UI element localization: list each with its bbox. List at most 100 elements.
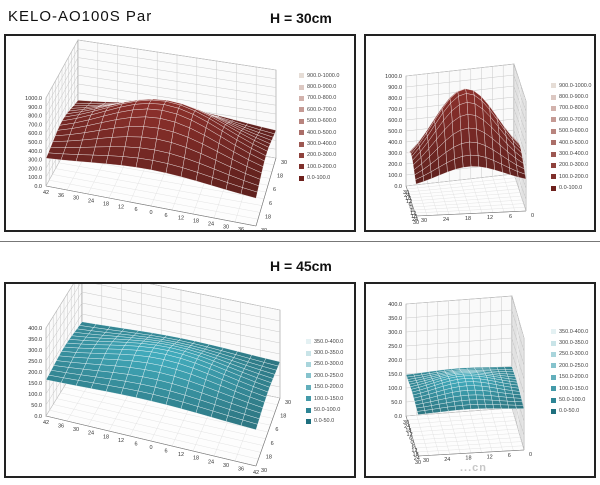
legend-entry: 150.0-200.0 [306,382,343,393]
floor-grid-line [414,207,525,214]
legend-swatch [551,374,556,380]
legend-swatch [306,339,311,345]
y-tick-label: 18 [266,454,272,460]
surface-cell [507,404,517,409]
floor-grid-line [63,386,269,433]
surface-cell [111,126,130,138]
chart-legend: 900.0-1000.0 800.0-900.0 700.0-800.0 600.0-… [551,80,591,194]
z-tick-label: 0.0 [394,184,402,190]
z-tick-label: 900.0 [388,85,402,91]
z-tick-label: 200.0 [388,162,402,168]
legend-entry: 100.0-150.0 [551,383,588,394]
legend-label: 600.0-700.0 [307,106,337,113]
surface-cell [461,141,471,157]
surface-cell [128,116,146,127]
x-tick-label: 12 [411,448,417,454]
y-tick-label: 6 [269,201,272,207]
legend-label: 0.0-100.0 [307,175,331,182]
x-tick-label: 30 [73,196,79,202]
grid-line [405,337,525,381]
chart-panel-45cm-narrow: 0.0 50.0 100.0 150.0 200.0 250.0 300.0 350.0 400… [364,282,596,478]
y-tick-label: 6 [271,441,274,447]
y-tick-label: 24 [444,457,450,463]
y-tick-label: 6 [273,187,276,193]
surface-cell [469,399,478,405]
y-axis [417,449,525,457]
legend-entry: 50.0-100.0 [306,404,343,415]
surface-cell [482,390,492,396]
legend-entry: 250.0-300.0 [306,359,343,370]
legend-label: 500.0-600.0 [559,128,589,135]
x-tick-label: 18 [193,456,199,462]
legend-label: 200.0-300.0 [559,162,589,169]
legend-label: 0.0-50.0 [559,408,580,415]
floor-grid-line [414,437,521,445]
legend-entry: 350.0-400.0 [306,336,343,347]
x-tick-label: 42 [43,190,49,196]
legend-label: 50.0-100.0 [559,397,586,404]
section-divider [0,241,600,242]
surface-cell [130,108,148,118]
z-tick-label: 200.0 [28,370,42,376]
z-tick-label: 800.0 [388,96,402,102]
floor-grid-line [503,175,516,212]
x-tick-label: 6 [412,444,415,450]
surface-cell [143,116,161,129]
surface-cell [484,399,494,405]
legend-label: 800.0-900.0 [559,94,589,101]
y-axis [255,397,281,467]
legend-entry: 400.0-500.0 [299,127,339,138]
section-title-30cm: H = 30cm [270,10,332,26]
legend-label: 800.0-900.0 [307,84,337,91]
surface-cell [124,136,143,149]
z-tick-label: 300.0 [28,158,42,164]
chart-legend: 350.0-400.0 300.0-350.0 250.0-300.0 200.0-2… [306,336,343,427]
surface-cell [468,394,478,401]
x-tick-label: 0 [149,445,152,451]
legend-swatch [299,107,304,113]
legend-swatch [551,105,556,111]
legend-swatch [306,396,311,402]
surface-chart-2: 0.0 50.0 100.0 150.0 200.0 250.0 300.0 350.0 400… [28,284,291,476]
surface-cell [80,138,98,148]
surface-cell [102,353,121,360]
floor-grid-line [413,203,524,211]
floor-grid-line [415,441,522,449]
surface-cell [104,348,123,355]
x-tick-label: 30 [73,427,79,433]
floor-grid-line [470,178,483,214]
legend-entry: 100.0-200.0 [551,171,591,182]
legend-swatch [551,151,556,157]
surface-cell [496,366,506,370]
x-axis [405,185,417,217]
surface-cell [463,375,473,379]
surface-cell [52,134,71,142]
y-tick-label: 12 [487,215,493,221]
x-tick-label: 24 [412,217,418,223]
grid-line [405,295,525,339]
legend-entry: 200.0-250.0 [306,370,343,381]
z-tick-label: 50.0 [391,400,402,406]
surface-cell [466,102,476,116]
legend-swatch [551,363,556,369]
legend-entry: 350.0-400.0 [551,326,588,337]
z-tick-label: 800.0 [28,114,42,120]
grid-line [405,96,527,135]
y-tick-label: 30 [421,218,427,224]
legend-label: 200.0-300.0 [307,152,337,159]
legend-label: 350.0-400.0 [559,328,589,335]
surface-cell [514,401,524,406]
z-tick-label: 400.0 [388,140,402,146]
legend-swatch [306,361,311,367]
z-tick-label: 350.0 [28,337,42,343]
legend-swatch [299,141,304,147]
legend-entry: 50.0-100.0 [551,394,588,405]
legend-swatch [551,174,556,180]
surface-cell [459,101,469,117]
surface-cell [89,100,107,104]
grid-line [45,284,281,340]
z-tick-label: 400.0 [388,302,402,308]
legend-label: 0.0-50.0 [314,418,335,425]
surface-mesh [405,366,525,415]
y-tick-label: 30 [423,458,429,464]
